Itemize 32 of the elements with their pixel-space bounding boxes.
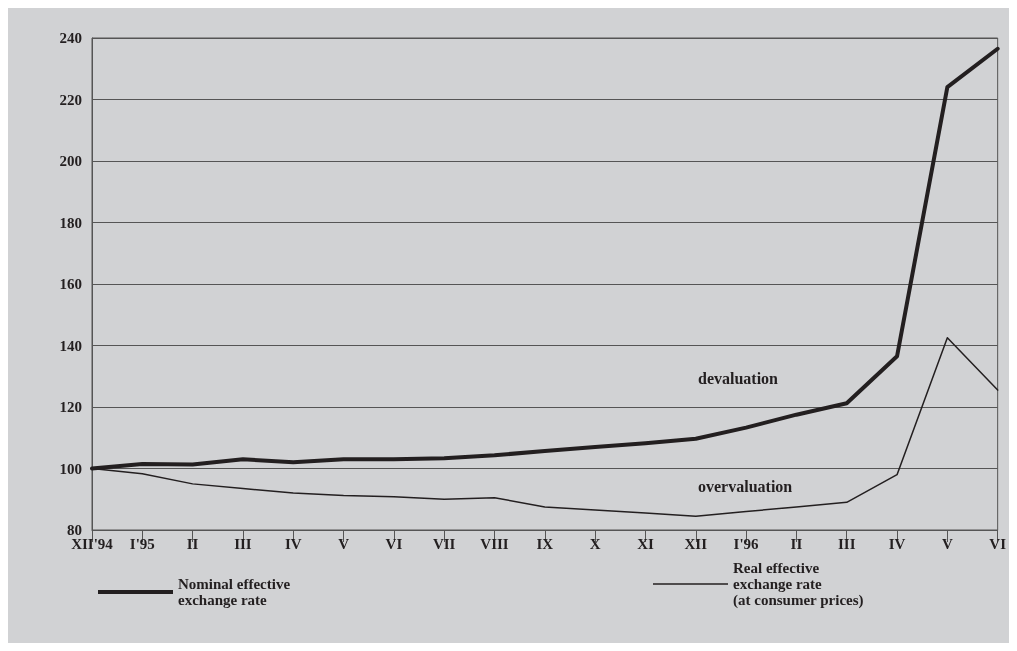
x-tick-label: II [186,535,199,552]
y-tick-label: 180 [59,214,82,231]
y-tick-label: 200 [59,153,82,169]
x-tick-label: VI [385,535,403,552]
x-tick-label: V [338,535,350,552]
annotation: overvaluation [698,477,793,495]
x-tick-label: VIII [480,535,509,552]
x-tick-label: I'96 [733,535,760,552]
x-tick-label: III [837,535,856,552]
y-tick-label: 100 [59,460,82,477]
y-tick-label: 160 [59,276,82,292]
x-tick-label: VII [432,535,456,552]
legend-label: Nominal effective exchange rate [178,576,291,608]
x-tick-label: XI [637,535,654,552]
x-tick-label: XII'94 [71,535,114,552]
y-tick-label: 220 [59,91,82,108]
x-tick-label: III [234,535,252,552]
annotation: devaluation [698,369,779,387]
x-tick-label: X [589,535,601,552]
y-tick-label: 80 [67,522,82,538]
y-tick-label: 240 [59,30,82,46]
x-tick-label: V [941,535,953,552]
x-tick-label: XII [684,535,708,552]
y-tick-label: 120 [59,399,82,415]
x-tick-label: IX [536,535,554,552]
x-tick-label: I'95 [129,535,155,552]
x-tick-label: IV [284,535,302,552]
x-tick-label: II [790,535,803,552]
x-tick-label: VI [989,535,1007,552]
y-tick-label: 140 [59,337,82,354]
x-tick-label: IV [888,535,906,552]
legend-label: Real effective exchange rate (at consumer prices) [733,560,864,609]
